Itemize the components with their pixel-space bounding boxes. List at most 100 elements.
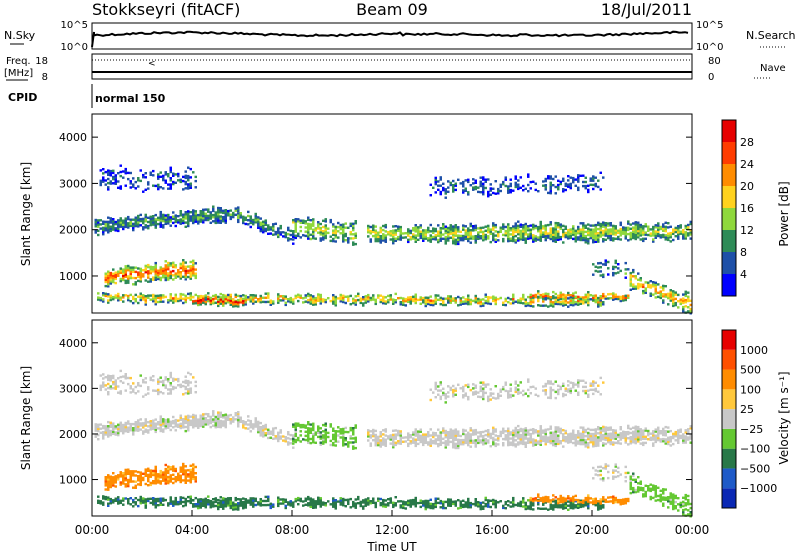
power-cell-2593	[217, 300, 220, 303]
power-cell-2603	[224, 302, 227, 305]
power-cell-1929	[192, 263, 195, 267]
velocity-cell-305	[237, 425, 240, 428]
power-cell-602	[389, 238, 392, 241]
power-cell-2669	[567, 291, 570, 295]
power-cell-2242	[349, 294, 352, 298]
velocity-cell-1783	[132, 470, 135, 473]
velocity-cell-695	[432, 435, 435, 439]
power-cell-2830	[682, 307, 685, 311]
power-cell-368	[272, 229, 275, 232]
velocity-cell-1397	[124, 389, 127, 392]
velocity-cell-151	[164, 418, 167, 422]
power-cell-1943	[102, 298, 105, 301]
power-cell-295	[232, 213, 235, 217]
power-cell-1794	[139, 280, 142, 283]
power-cell-1221	[634, 237, 637, 241]
velocity-cell-1240	[639, 436, 642, 439]
velocity-cell-1402	[127, 376, 130, 380]
velocity-cell-660	[417, 438, 420, 441]
velocity-cell-1819	[149, 473, 152, 476]
power-cell-470	[319, 226, 322, 230]
power-cell-2085	[222, 293, 225, 297]
velocity-cell-1196	[624, 441, 627, 444]
power-cell-82	[132, 222, 135, 226]
velocity-cell-1590	[499, 390, 502, 393]
velocity-cell-277	[222, 420, 225, 423]
power-cell-193	[187, 218, 190, 221]
power-cell-2707	[609, 292, 612, 296]
power-cell-618	[394, 229, 397, 232]
power-cell-770	[459, 234, 462, 238]
velocity-cell-461	[317, 431, 320, 434]
power-cell-1289	[662, 233, 665, 237]
velocity-cell-1692	[584, 385, 587, 389]
velocity-cell-661	[417, 436, 420, 439]
power-cell-1191	[619, 221, 622, 224]
velocity-cell-1975	[132, 501, 135, 504]
velocity-cell-2048	[189, 497, 192, 500]
velocity-cell-1059	[574, 438, 577, 441]
power-cell-2032	[177, 297, 180, 301]
power-cell-1621	[527, 190, 530, 193]
velocity-cell-1084	[584, 445, 587, 448]
velocity-cell-1619	[522, 389, 525, 393]
velocity-cell-27	[107, 433, 110, 436]
power-cell-949	[532, 236, 535, 239]
power-cell-1529	[452, 179, 455, 183]
velocity-cell-772	[462, 443, 465, 446]
velocity-cell-456	[312, 422, 315, 425]
power-cell-676	[422, 229, 425, 232]
velocity-cell-1416	[139, 374, 142, 377]
power-cell-1599	[507, 187, 510, 190]
power-cell-950	[532, 234, 535, 237]
velocity-cell-1183	[617, 435, 620, 439]
velocity-cell-131	[157, 423, 160, 426]
velocity-cell-1594	[504, 389, 507, 393]
velocity-cell-1079	[582, 434, 585, 438]
power-cell-974	[542, 235, 545, 238]
velocity-cell-858	[497, 437, 500, 440]
power-cell-706	[437, 232, 440, 235]
velocity-cell-1357	[102, 385, 105, 388]
velocity-cell-892	[512, 433, 515, 437]
velocity-cell-372	[274, 437, 277, 440]
velocity-cell-1363	[104, 384, 107, 387]
power-cell-2808	[669, 291, 672, 294]
power-cell-2118	[249, 300, 252, 303]
velocity-cell-1367	[107, 386, 110, 390]
power-cell-2429	[494, 296, 497, 299]
velocity-cell-16	[102, 435, 105, 438]
power-cell-2030	[174, 293, 177, 296]
power-cell-2076	[214, 293, 217, 297]
power-cell-990	[547, 223, 550, 227]
velocity-cell-1214	[632, 441, 635, 444]
power-cell-1066	[577, 227, 580, 231]
power-cell-2551	[597, 299, 600, 302]
power-cell-895	[514, 241, 517, 244]
power-cell-1999	[152, 297, 155, 301]
velocity-cell-291	[229, 420, 232, 423]
velocity-cell-1243	[639, 430, 642, 433]
velocity-cell-13	[99, 427, 102, 430]
velocity-cell-691	[429, 434, 432, 437]
power-cell-427	[304, 234, 307, 238]
power-cell-2834	[682, 297, 685, 300]
velocity-cell-92	[137, 423, 140, 426]
power-cell-365	[269, 228, 272, 231]
velocity-cell-304	[237, 411, 240, 414]
power-cell-2730	[629, 282, 632, 285]
velocity-cell-918	[522, 442, 525, 446]
power-cell-2756	[642, 289, 645, 293]
power-cell-534	[349, 237, 352, 240]
velocity-cell-416	[297, 436, 300, 440]
velocity-cell-452	[312, 432, 315, 436]
power-cell-1535	[462, 191, 465, 194]
velocity-cell-1512	[439, 381, 442, 384]
velocity-cell-191	[187, 427, 190, 430]
velocity-cell-147	[164, 427, 167, 430]
velocity-cell-30	[107, 427, 110, 430]
power-cell-532	[347, 237, 350, 240]
power-cell-832	[487, 237, 490, 240]
velocity-cell-467	[319, 437, 322, 440]
power-cell-85	[134, 222, 137, 226]
